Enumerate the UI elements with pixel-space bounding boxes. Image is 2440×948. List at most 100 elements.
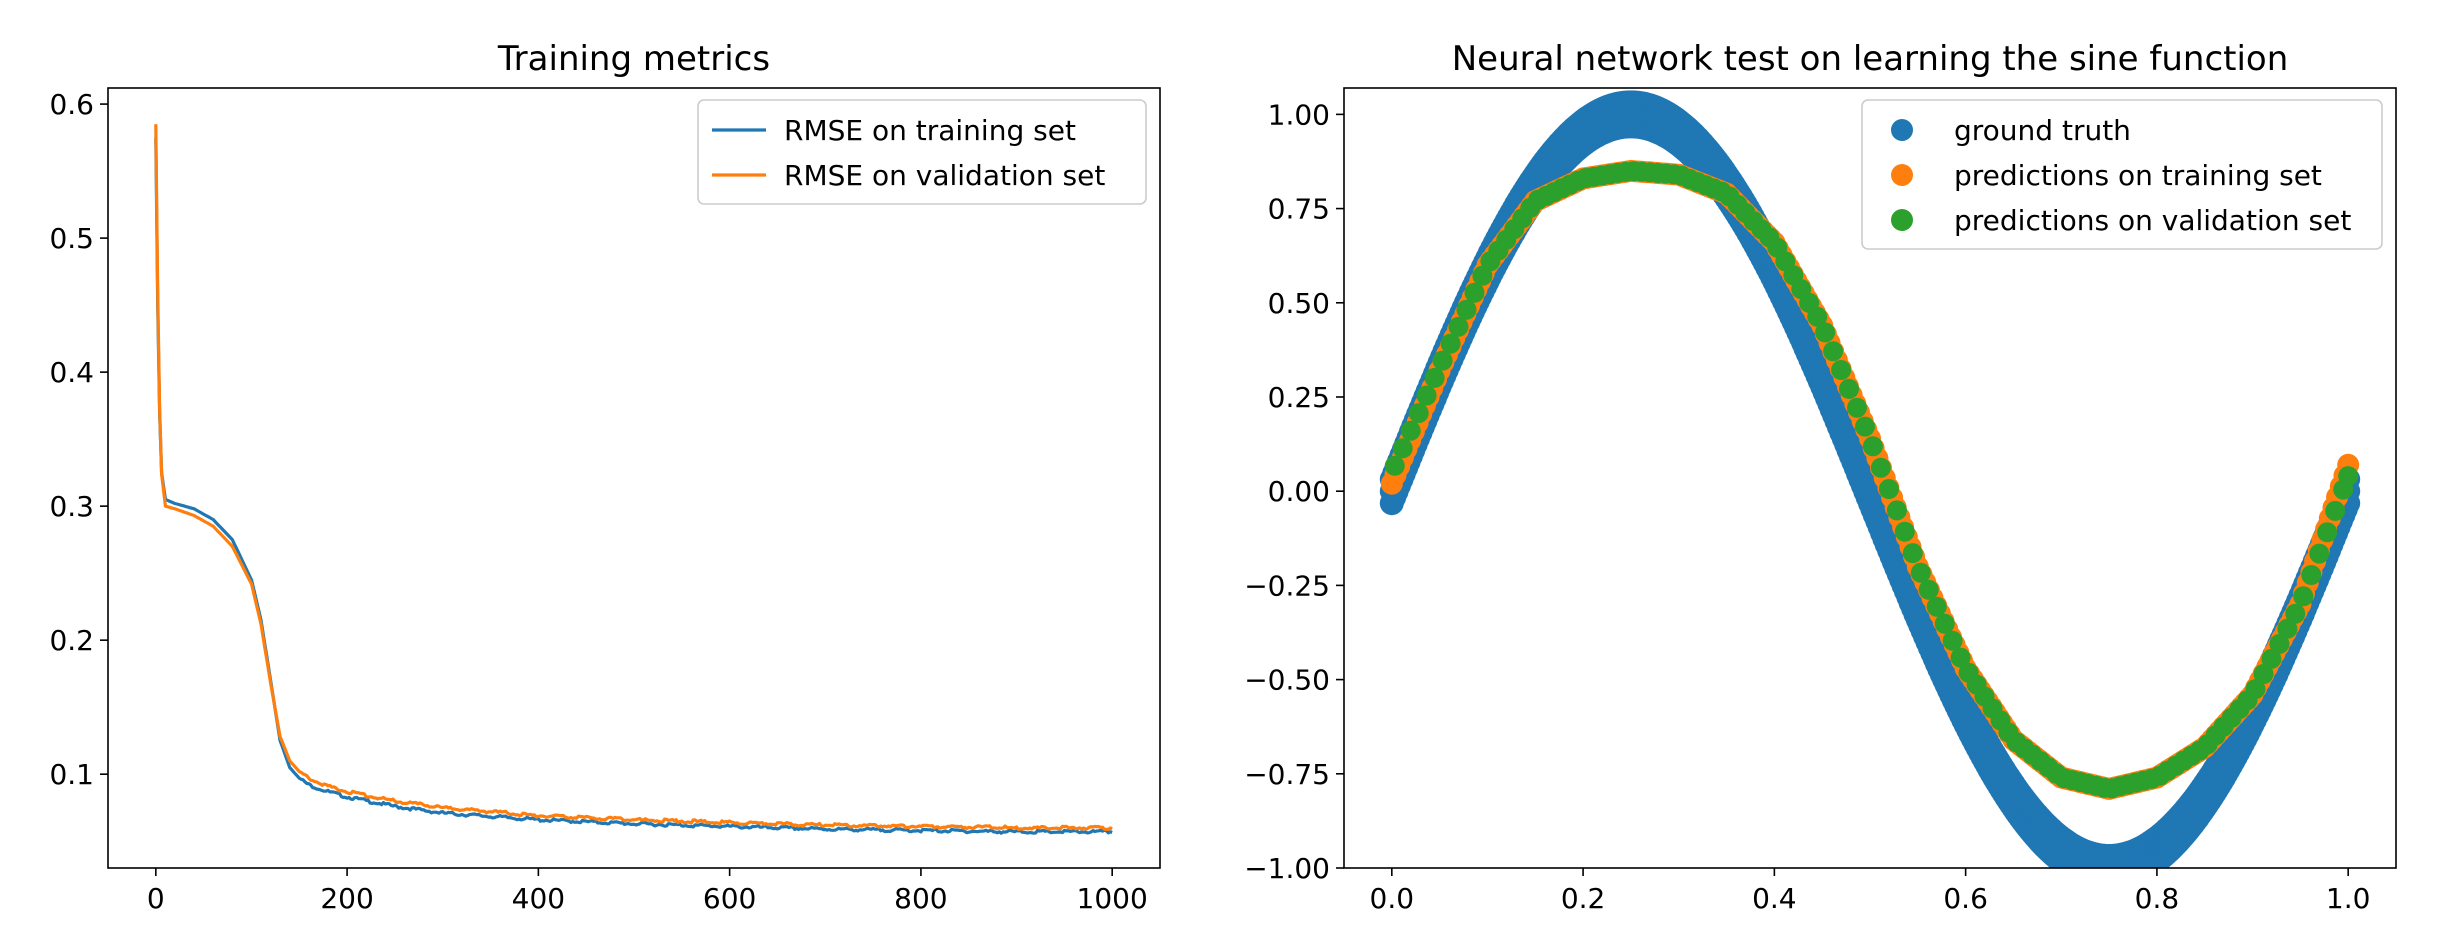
x-tick-label: 1000 <box>1077 882 1148 915</box>
legend-swatch <box>1891 164 1913 186</box>
legend-entry: ground truth <box>1954 114 2131 147</box>
y-tick-label: −0.75 <box>1244 758 1330 791</box>
y-tick-label: 0.00 <box>1268 475 1330 508</box>
point <box>1815 322 1836 343</box>
point <box>1464 282 1485 303</box>
y-tick-label: 0.3 <box>49 490 94 523</box>
point <box>1839 378 1859 399</box>
point <box>1926 596 1947 617</box>
point <box>2325 500 2346 521</box>
point <box>2088 866 2101 868</box>
point <box>1424 367 1445 388</box>
point <box>2111 867 2117 868</box>
axes-frame <box>1343 87 2397 869</box>
series-3 <box>1384 161 2359 799</box>
point <box>2277 618 2298 639</box>
point <box>1823 341 1844 362</box>
point <box>1862 436 1883 457</box>
legend-swatch <box>1891 209 1913 231</box>
y-tick-label: 0.6 <box>49 88 94 121</box>
chart-title: Neural network test on learning the sine… <box>1452 39 2289 79</box>
point <box>1384 455 1405 476</box>
y-tick-label: −1.00 <box>1244 852 1330 885</box>
point <box>1894 521 1915 542</box>
point <box>1416 385 1437 406</box>
point <box>1942 630 1963 651</box>
y-tick-label: 1.00 <box>1268 98 1330 131</box>
point <box>2113 867 2120 868</box>
y-tick-label: 0.2 <box>49 624 94 657</box>
y-tick-label: −0.25 <box>1244 569 1330 602</box>
point <box>2114 867 2123 868</box>
chart-title: Training metrics <box>497 39 770 79</box>
point <box>2309 543 2330 564</box>
x-tick-label: 0.0 <box>1370 882 1415 915</box>
point <box>1392 438 1413 459</box>
plot-area <box>1379 90 2361 892</box>
point <box>1870 457 1891 478</box>
point <box>2285 603 2306 624</box>
legend: ground truth predictions on training set p… <box>1861 99 2383 250</box>
x-tick-label: 200 <box>320 882 373 915</box>
y-tick-label: 0.4 <box>49 356 94 389</box>
point <box>1855 416 1875 437</box>
x-tick-label: 600 <box>703 882 756 915</box>
point <box>1472 265 1493 286</box>
point <box>1440 333 1461 354</box>
point <box>2269 633 2290 654</box>
y-tick-label: 0.25 <box>1268 381 1330 414</box>
point <box>2293 586 2314 607</box>
point <box>2095 867 2104 868</box>
point <box>2085 865 2100 868</box>
point <box>2100 868 2124 892</box>
point <box>1400 420 1421 441</box>
legend-entry: RMSE on training set <box>784 114 1076 147</box>
point <box>2098 867 2105 868</box>
point <box>2338 466 2359 487</box>
plot-area <box>154 124 1113 835</box>
point <box>2097 868 2121 892</box>
point <box>1432 350 1453 371</box>
x-tick-label: 0.4 <box>1752 882 1797 915</box>
point <box>2091 866 2103 868</box>
x-tick-label: 800 <box>894 882 947 915</box>
x-tick-label: 0.2 <box>1561 882 1606 915</box>
x-tick-label: 400 <box>512 882 565 915</box>
legend-entry: predictions on training set <box>1954 159 2322 192</box>
chart-2: Neural network test on learning the sine… <box>1244 39 2397 915</box>
point <box>2245 679 2266 700</box>
point <box>1886 500 1907 521</box>
legend-swatch <box>1891 119 1913 141</box>
x-tick-label: 0.6 <box>1943 882 1988 915</box>
y-tick-label: 0.50 <box>1268 287 1330 320</box>
y-tick-label: 0.5 <box>49 222 94 255</box>
point <box>1408 403 1429 424</box>
x-tick-label: 1.0 <box>2326 882 2371 915</box>
point <box>2253 664 2274 684</box>
y-tick-label: −0.50 <box>1244 664 1330 697</box>
point <box>2095 868 2119 892</box>
point <box>2301 565 2322 585</box>
point <box>1456 299 1477 320</box>
point <box>1902 543 1923 564</box>
point <box>2317 522 2338 543</box>
point <box>2117 866 2130 868</box>
axes-frame <box>107 87 1161 869</box>
point <box>1918 579 1939 600</box>
y-tick-label: 0.1 <box>49 758 94 791</box>
point <box>2261 648 2282 669</box>
point <box>1847 397 1867 418</box>
point <box>1950 647 1971 668</box>
legend-box <box>697 99 1147 205</box>
point <box>1807 306 1828 327</box>
x-tick-label: 0 <box>147 882 165 915</box>
series-line-2 <box>154 124 1113 831</box>
point <box>1448 316 1469 337</box>
legend: RMSE on training set RMSE on validation s… <box>697 99 1147 205</box>
series-line-1 <box>154 137 1113 835</box>
point <box>1878 479 1899 499</box>
chart-1: Training metrics 0 200 400 600 800 1000 0.1 0.2 0… <box>49 39 1161 915</box>
point <box>2115 866 2127 868</box>
